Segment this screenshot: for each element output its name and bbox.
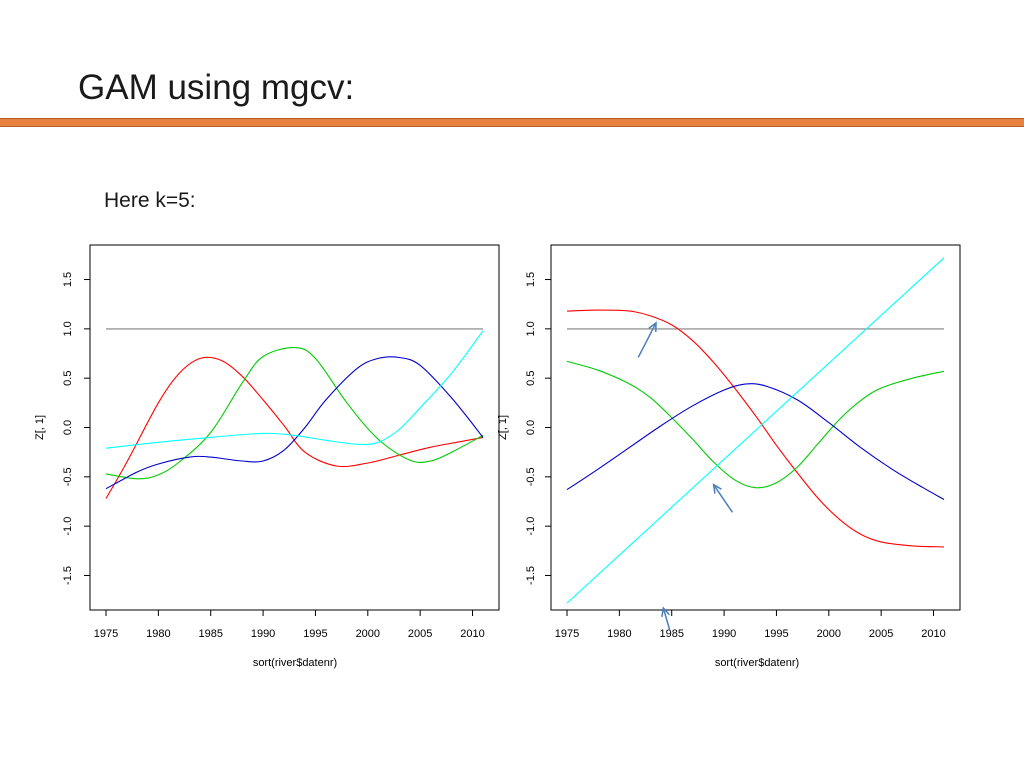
x-tick-label: 1995 (303, 628, 327, 640)
arrow-icon (661, 606, 671, 630)
x-tick-label: 1975 (94, 628, 118, 640)
annotation-arrows (637, 321, 734, 630)
y-tick-label: -1.0 (525, 517, 537, 536)
y-tick-label: 0.5 (62, 371, 74, 386)
y-tick-label: -1.0 (62, 517, 74, 536)
x-tick-label: 2010 (460, 628, 484, 640)
x-tick-label: 2010 (921, 628, 945, 640)
y-axis-label: Z[, 1] (497, 415, 509, 440)
y-axis-label: Z[, 1] (34, 415, 46, 440)
x-tick-label: 2000 (356, 628, 380, 640)
left-chart: 1975 1980 1985 1990 1995 2000 2005 2010 -1.5 -1.0… (34, 244, 500, 669)
x-tick-label: 1985 (659, 628, 683, 640)
y-tick-label: 0.5 (525, 371, 537, 386)
arrow-icon (712, 483, 734, 513)
y-tick-label: 1.5 (62, 272, 74, 287)
y-tick-label: 1.0 (62, 321, 74, 336)
series-line-3 (566, 383, 945, 500)
slide-subtitle: Here k=5: (104, 189, 196, 212)
x-tick-label: 1980 (146, 628, 170, 640)
x-tick-label: 1975 (555, 628, 579, 640)
y-tick-label: -1.5 (62, 566, 74, 585)
y-tick-label: 1.0 (525, 321, 537, 336)
series-line-1 (566, 309, 945, 548)
slide-title: GAM using mgcv: (78, 68, 355, 107)
y-tick-label: 0.0 (62, 420, 74, 435)
y-tick-label: -1.5 (525, 566, 537, 585)
y-tick-label: 1.5 (525, 272, 537, 287)
x-tick-label: 2000 (817, 628, 841, 640)
x-tick-label: 2005 (408, 628, 432, 640)
y-tick-label: -0.5 (62, 467, 74, 486)
title-divider (0, 118, 1024, 127)
x-tick-label: 1990 (712, 628, 736, 640)
series-line-1 (105, 356, 484, 499)
x-tick-label: 1980 (607, 628, 631, 640)
right-chart: 1975 1980 1985 1990 1995 2000 2005 2010 -1.5 -1.0… (497, 244, 961, 669)
series-line-2 (105, 347, 484, 480)
x-tick-label: 1990 (251, 628, 275, 640)
x-tick-label: 1985 (198, 628, 222, 640)
series-line-4 (566, 257, 945, 604)
x-axis-label: sort(river$datenr) (253, 657, 337, 669)
series-line-2 (566, 360, 945, 489)
series-line-4 (105, 330, 484, 449)
x-tick-label: 2005 (869, 628, 893, 640)
y-tick-label: 0.0 (525, 420, 537, 435)
x-tick-label: 1995 (764, 628, 788, 640)
arrow-icon (637, 321, 657, 358)
series-line-3 (105, 356, 484, 490)
x-axis-label: sort(river$datenr) (715, 657, 799, 669)
plot-frame (89, 244, 500, 611)
y-tick-label: -0.5 (525, 467, 537, 486)
